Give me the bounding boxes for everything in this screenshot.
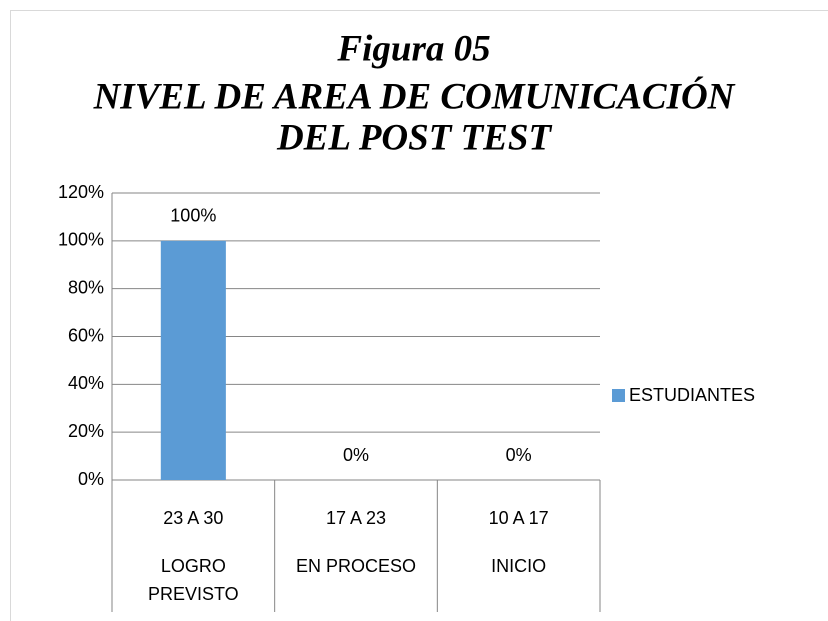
chart-title: NIVEL DE AREA DE COMUNICACIÓN [93, 75, 736, 117]
data-label: 100% [170, 206, 216, 226]
y-tick-label: 20% [68, 421, 104, 441]
legend-swatch [612, 389, 625, 402]
legend-label: ESTUDIANTES [629, 385, 755, 405]
x-tick-label: INICIO [491, 556, 547, 576]
y-tick-label: 40% [68, 373, 104, 393]
data-label: 0% [343, 445, 369, 465]
bar [160, 240, 226, 480]
y-tick-label: 0% [78, 469, 104, 489]
y-tick-label: 80% [68, 277, 104, 297]
x-tick-label: EN PROCESO [295, 556, 417, 576]
x-tick-label: 17 A 23 [325, 508, 387, 528]
y-tick-label: 120% [58, 182, 104, 202]
x-tick-label: 10 A 17 [488, 508, 549, 528]
y-tick-label: 100% [58, 230, 104, 250]
x-tick-label: 23 A 30 [163, 508, 224, 528]
chart-title: Figura 05 [336, 28, 490, 69]
data-label: 0% [506, 445, 532, 465]
chart-border [10, 10, 828, 621]
y-tick-label: 60% [68, 325, 104, 345]
x-tick-label: LOGRO PREVISTO [147, 556, 239, 604]
chart-title: DEL POST TEST [276, 117, 552, 158]
